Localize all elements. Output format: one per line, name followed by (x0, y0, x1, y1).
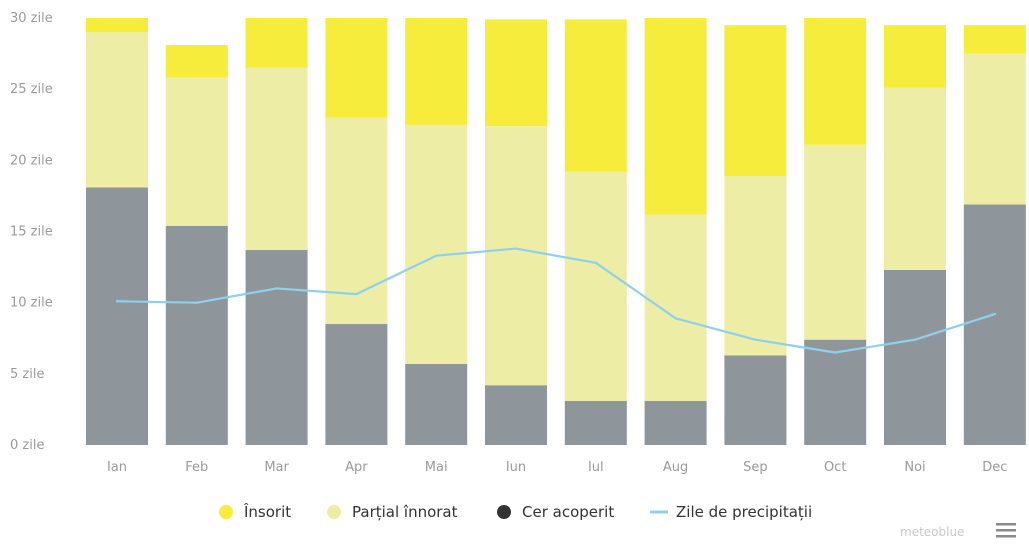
x-tick-label-0: Ian (107, 460, 127, 475)
x-tick-label-6: Iul (588, 460, 604, 475)
bar-segment-s0-2[interactable] (245, 250, 308, 445)
hamburger-menu-icon[interactable] (996, 523, 1016, 538)
legend-item-2[interactable]: Cer acoperit (497, 503, 614, 521)
bar-segment-s1-5[interactable] (485, 126, 547, 386)
x-tick-label-9: Oct (824, 460, 846, 475)
legend-marker-0 (219, 505, 233, 519)
bar-segment-s0-0[interactable] (86, 187, 148, 445)
precipitation-point-3[interactable] (355, 292, 358, 296)
bar-segment-s2-11[interactable] (963, 25, 1026, 54)
x-tick-label-3: Apr (345, 460, 368, 475)
bar-segment-s2-0[interactable] (86, 18, 148, 33)
bar-segment-s0-3[interactable] (325, 324, 388, 445)
x-tick-label-8: Sep (743, 460, 768, 475)
bar-segment-s2-8[interactable] (724, 25, 787, 176)
precipitation-point-8[interactable] (754, 338, 757, 341)
bar-segment-s2-5[interactable] (485, 19, 547, 127)
legend-label-0: Însorit (243, 502, 291, 521)
bar-segment-s2-9[interactable] (804, 18, 867, 145)
legend-label-3: Zile de precipitații (676, 503, 812, 521)
bar-segment-s0-8[interactable] (724, 355, 787, 445)
bar-segment-s1-6[interactable] (564, 171, 627, 401)
precipitation-line (115, 247, 996, 354)
precipitation-point-1[interactable] (195, 301, 198, 304)
bar-segment-s1-4[interactable] (405, 124, 468, 364)
bar-segment-s1-8[interactable] (724, 175, 787, 356)
y-tick-label-5: 25 zile (10, 82, 53, 97)
legend-label-2: Cer acoperit (522, 503, 614, 521)
precipitation-point-9[interactable] (834, 351, 837, 354)
y-axis: 0 zile 5 zile 10 zile 15 zile 20 zile 25 zile… (10, 11, 53, 453)
legend-item-3[interactable]: Zile de precipitații (650, 503, 812, 521)
legend-marker-2 (497, 505, 511, 519)
precipitation-point-11[interactable] (993, 312, 996, 316)
y-tick-label-6: 30 zile (10, 11, 53, 26)
bar-segment-s0-11[interactable] (963, 204, 1026, 445)
bar-segment-s2-2[interactable] (245, 18, 308, 68)
bar-segment-s1-1[interactable] (165, 77, 228, 226)
precipitation-point-0[interactable] (115, 300, 119, 303)
bar-segment-s2-10[interactable] (884, 25, 946, 88)
y-tick-label-3: 15 zile (10, 225, 53, 240)
x-tick-label-1: Feb (185, 460, 208, 475)
bar-segment-s0-1[interactable] (165, 225, 228, 445)
x-axis: Ian Feb Mar Apr Mai Iun Iul Aug Sep Oct Noi Dec (107, 460, 1007, 475)
legend-label-1: Parțial înnorat (352, 503, 458, 521)
bar-segment-s1-3[interactable] (325, 117, 388, 325)
precipitation-point-7[interactable] (674, 317, 677, 320)
x-tick-label-4: Mai (425, 460, 448, 475)
bar-segment-s2-7[interactable] (644, 18, 707, 215)
x-tick-label-11: Dec (982, 460, 1007, 475)
bar-segment-s2-3[interactable] (325, 18, 388, 118)
precipitation-point-10[interactable] (913, 338, 917, 341)
precipitation-point-4[interactable] (435, 254, 438, 257)
bars-layer (86, 18, 1026, 445)
bar-segment-s1-2[interactable] (245, 67, 308, 251)
bar-segment-s0-4[interactable] (405, 363, 468, 445)
y-tick-label-2: 10 zile (10, 296, 53, 311)
bar-segment-s0-7[interactable] (644, 400, 707, 445)
legend-marker-1 (327, 505, 341, 519)
bar-segment-s2-4[interactable] (405, 18, 468, 125)
bar-segment-s1-7[interactable] (644, 214, 707, 401)
bar-segment-s1-11[interactable] (963, 53, 1026, 205)
y-tick-label-4: 20 zile (10, 153, 53, 168)
bar-segment-s0-5[interactable] (485, 385, 547, 445)
bar-segment-s2-1[interactable] (165, 45, 228, 78)
bar-segment-s1-10[interactable] (884, 87, 946, 270)
y-tick-label-0: 0 zile (10, 438, 44, 453)
bar-segment-s0-10[interactable] (884, 269, 946, 445)
legend-item-0[interactable]: Însorit (219, 502, 291, 521)
bar-segment-s0-9[interactable] (804, 339, 867, 445)
legend: Însorit Parțial înnorat Cer acoperit Zile d… (219, 502, 812, 521)
bar-segment-s0-6[interactable] (564, 400, 627, 445)
precipitation-point-5[interactable] (514, 247, 518, 250)
meteoblue-brand[interactable]: meteoblue (900, 525, 964, 539)
bar-segment-s2-6[interactable] (564, 19, 627, 172)
x-tick-label-5: Iun (506, 460, 526, 475)
bar-segment-s1-9[interactable] (804, 144, 867, 340)
legend-item-1[interactable]: Parțial înnorat (327, 503, 458, 521)
precipitation-line-layer (115, 247, 996, 354)
x-tick-label-2: Mar (264, 460, 289, 475)
precipitation-point-6[interactable] (594, 261, 597, 265)
x-tick-label-10: Noi (904, 460, 925, 475)
x-tick-label-7: Aug (663, 460, 688, 475)
precipitation-point-2[interactable] (275, 287, 278, 290)
y-tick-label-1: 5 zile (10, 367, 44, 382)
bar-segment-s1-0[interactable] (86, 32, 148, 188)
